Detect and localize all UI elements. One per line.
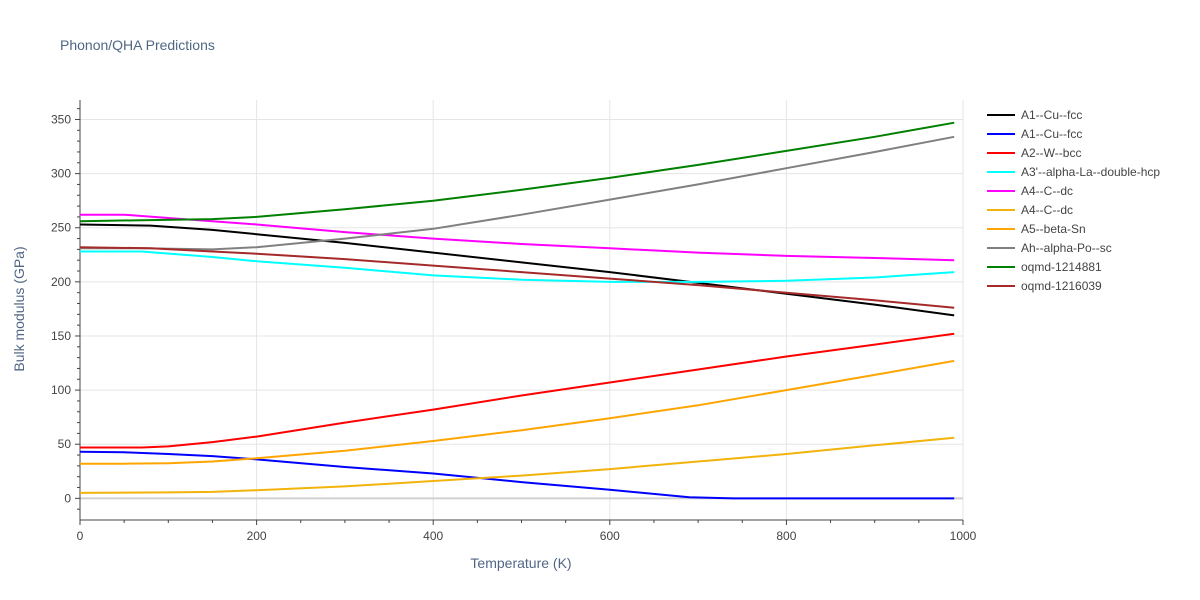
legend-label: A2--W--bcc (1021, 146, 1081, 160)
series-line-3[interactable] (80, 332, 955, 449)
legend-label: A1--Cu--fcc (1021, 127, 1082, 141)
legend-label: A1--Cu--fcc (1021, 108, 1082, 122)
chart-title: Phonon/QHA Predictions (60, 37, 215, 53)
x-tick-label: 1000 (950, 529, 977, 543)
legend-item[interactable]: A3'--alpha-La--double-hcp (987, 165, 1160, 179)
x-tick-label: 0 (77, 529, 84, 543)
x-tick-label: 200 (247, 529, 267, 543)
legend-label: A5--beta-Sn (1021, 222, 1086, 236)
x-axis-title: Temperature (K) (470, 555, 571, 571)
y-tick-label: 200 (51, 275, 71, 289)
y-axis-title: Bulk modulus (GPa) (11, 246, 27, 371)
y-tick-label: 0 (64, 491, 71, 505)
legend-label: oqmd-1214881 (1021, 260, 1102, 274)
axes: 0 200 400 600 800 1000 0 50 100 150 200 250 300 350 (51, 100, 977, 543)
x-tick-label: 800 (776, 529, 796, 543)
legend-item[interactable]: A1--Cu--fcc (987, 108, 1082, 122)
y-tick-label: 100 (51, 383, 71, 397)
series-line-9[interactable] (79, 121, 955, 223)
x-tick-label: 400 (423, 529, 443, 543)
legend-item[interactable]: Ah--alpha-Po--sc (987, 241, 1112, 255)
series-line-1[interactable] (79, 223, 955, 317)
legend-item[interactable]: A5--beta-Sn (987, 222, 1086, 236)
series-line-10[interactable] (79, 246, 955, 309)
y-tick-label: 250 (51, 221, 71, 235)
grid (80, 100, 964, 520)
y-tick-label: 300 (51, 167, 71, 181)
series-line-4[interactable] (80, 250, 955, 283)
legend-item[interactable]: A4--C--dc (987, 203, 1073, 217)
series-line-5[interactable] (80, 213, 955, 262)
legend-item[interactable]: oqmd-1216039 (987, 279, 1102, 293)
legend[interactable]: A1--Cu--fcc A1--Cu--fcc A2--W--bcc A3'--alp… (987, 108, 1160, 293)
legend-item[interactable]: A4--C--dc (987, 184, 1073, 198)
legend-item[interactable]: oqmd-1214881 (987, 260, 1102, 274)
series-line-6[interactable] (79, 436, 955, 494)
y-tick-label: 50 (58, 437, 72, 451)
series-line-8[interactable] (80, 135, 955, 251)
legend-label: A4--C--dc (1021, 203, 1073, 217)
legend-item[interactable]: A2--W--bcc (987, 146, 1081, 160)
legend-label: A3'--alpha-La--double-hcp (1021, 165, 1160, 179)
y-tick-label: 150 (51, 329, 71, 343)
legend-item[interactable]: A1--Cu--fcc (987, 127, 1082, 141)
y-tick-label: 350 (51, 112, 71, 126)
legend-label: A4--C--dc (1021, 184, 1073, 198)
legend-label: Ah--alpha-Po--sc (1021, 241, 1112, 255)
series-line-7[interactable] (80, 359, 955, 465)
series-lines (79, 121, 955, 500)
x-tick-label: 600 (600, 529, 620, 543)
legend-label: oqmd-1216039 (1021, 279, 1102, 293)
